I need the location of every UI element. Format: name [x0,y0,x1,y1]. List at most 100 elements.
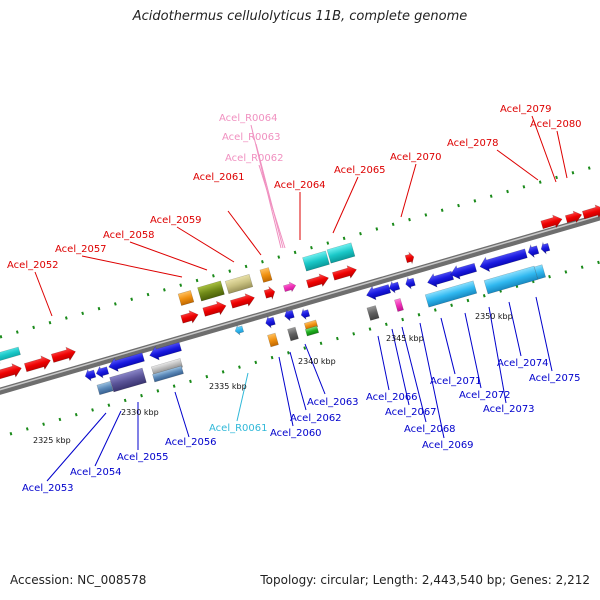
gene-label[interactable]: Acel_2069 [422,440,474,451]
gene-label[interactable]: Acel_2056 [165,437,217,448]
genome-summary-text: Topology: circular; Length: 2,443,540 bp… [260,573,590,587]
callout-line [129,241,208,271]
gene-body [0,363,22,381]
gene-label[interactable]: Acel_R0062 [225,153,284,164]
gene-label[interactable]: Acel_2057 [55,244,107,255]
gene-box [152,365,184,383]
accession-text: Accession: NC_008578 [10,573,147,587]
gene-arrow [95,365,110,379]
gene-label[interactable]: Acel_2065 [334,165,386,176]
gene-label[interactable]: Acel_2072 [459,390,511,401]
callout-line [176,226,235,263]
gene-body [96,380,114,396]
gene-label[interactable]: Acel_2053 [22,483,74,494]
gene-body [534,264,546,280]
gene-label[interactable]: Acel_2068 [404,424,456,435]
gene-box [366,305,380,321]
gene-label[interactable]: Acel_R0064 [219,113,278,124]
callout-line [377,335,390,391]
gene-box [177,290,195,306]
gene-body [540,241,551,255]
gene-body [540,214,563,230]
gene-label[interactable]: Acel_2060 [270,428,322,439]
gene-label[interactable]: Acel_2059 [150,215,202,226]
gene-body [300,307,311,321]
gene-label[interactable]: Acel_2075 [529,373,581,384]
gene-body [284,308,295,322]
callout-line [531,115,557,183]
gene-box [197,280,225,302]
gene-label[interactable]: Acel_2078 [447,138,499,149]
gene-box [109,367,147,393]
gene-box [304,325,320,337]
gene-body [263,285,276,300]
gene-body [95,365,110,379]
gene-arrow [202,300,227,317]
gene-box [483,265,539,295]
callout-line [391,328,410,406]
gene-body [394,298,404,312]
gene-body [450,262,478,280]
gene-arrow [306,273,329,289]
gene-label[interactable]: Acel_2071 [430,376,482,387]
gene-label[interactable]: Acel_2064 [274,180,326,191]
gene-arrow [582,204,600,220]
gene-body [427,270,455,288]
gene-label[interactable]: Acel_2079 [500,104,552,115]
gene-body [177,290,195,306]
gene-label[interactable]: Acel_2074 [497,358,549,369]
gene-body [304,325,320,337]
gene-label[interactable]: Acel_2062 [290,413,342,424]
gene-label[interactable]: Acel_R0063 [222,132,281,143]
gene-body [479,248,528,273]
callout-line [258,164,286,249]
callout-line [278,356,294,427]
gene-body [302,250,330,272]
gene-arrow [84,368,97,382]
gene-label[interactable]: Acel_2080 [530,119,582,130]
callout-line [332,176,359,234]
gene-label[interactable]: Acel_2073 [483,404,535,415]
gene-body [267,332,279,348]
gene-body [527,244,540,259]
gene-box [224,273,254,295]
gene-body [50,346,76,363]
gene-label[interactable]: Acel_2054 [70,467,122,478]
gene-label[interactable]: Acel_2055 [117,452,169,463]
gene-box [287,326,299,342]
gene-body [265,315,276,329]
callout-lines [34,115,568,482]
kbp-mark: 2340 kbp [298,357,336,366]
gene-body [197,280,225,302]
gene-label[interactable]: Acel_2070 [390,152,442,163]
gene-body [366,284,392,301]
gene-arrow [0,346,21,364]
kbp-mark: 2330 kbp [121,408,159,417]
gene-box [259,267,273,283]
gene-body [230,293,255,309]
gene-arrow [564,210,583,224]
callout-line [255,143,284,249]
gene-label[interactable]: Acel_R0061 [209,423,268,434]
callout-line [81,255,183,278]
gene-label[interactable]: Acel_2052 [7,260,59,271]
tick-mark [9,260,600,436]
gene-label[interactable]: Acel_2067 [385,407,437,418]
gene-label[interactable]: Acel_2066 [366,392,418,403]
gene-arrow [450,262,478,280]
gene-label[interactable]: Acel_2058 [103,230,155,241]
gene-label[interactable]: Acel_2063 [307,397,359,408]
gene-body [405,276,416,290]
kbp-mark: 2335 kbp [209,382,247,391]
callout-line [440,317,456,375]
gene-body [149,342,182,361]
gene-body [109,367,147,393]
gene-arrow [108,352,145,372]
gene-body [332,265,357,281]
callout-line [46,412,107,482]
gene-body [388,280,401,294]
kbp-mark: 2350 kbp [475,312,513,321]
gene-body [564,210,583,224]
gene-label[interactable]: Acel_2061 [193,172,245,183]
